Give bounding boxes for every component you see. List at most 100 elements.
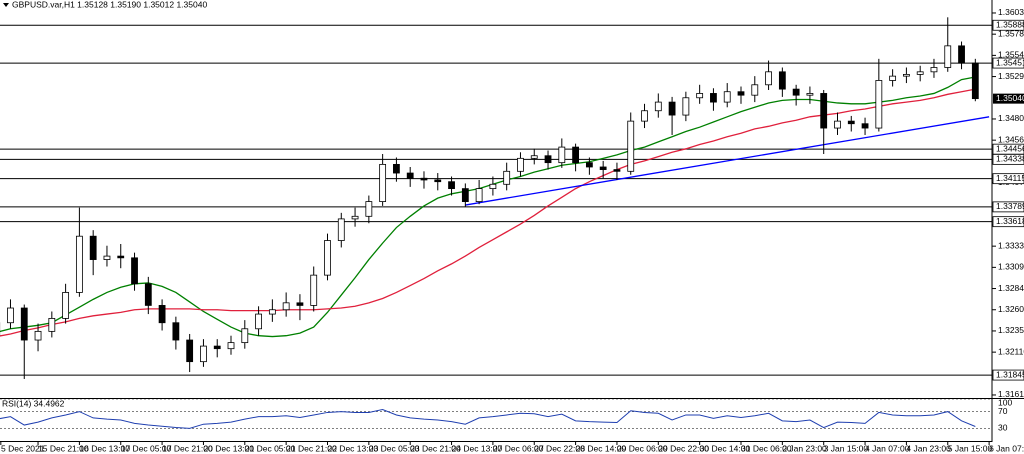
candle-body <box>475 188 483 202</box>
x-tick-label: 21 Dec 21:00 <box>286 443 337 453</box>
level-label: 1.34338 <box>996 154 1024 164</box>
level-label: 1.33618 <box>996 216 1024 226</box>
candle-body <box>117 255 125 259</box>
y-tick-label: 1.34805 <box>998 113 1024 123</box>
y-tick-label: 1.34560 <box>998 134 1024 144</box>
candle-body <box>172 322 180 341</box>
candle-body <box>641 110 648 122</box>
rsi-line <box>0 408 976 429</box>
candle-body <box>213 345 221 350</box>
candle-body <box>434 179 442 183</box>
level-label: 1.33789 <box>996 201 1024 211</box>
x-tick-label: 17 Dec 05:00 <box>121 443 172 453</box>
x-tick-label: 24 Dec 13:00 <box>452 443 503 453</box>
level-label-box <box>992 201 1024 213</box>
y-tick-label: 1.35295 <box>998 71 1024 81</box>
candle-body <box>282 302 290 311</box>
y-tick-label: 1.33335 <box>998 240 1024 250</box>
candle-body <box>765 71 772 86</box>
candle-body <box>834 120 841 129</box>
candle-body <box>613 169 621 172</box>
candle-body <box>186 339 194 363</box>
candle-body <box>62 292 70 319</box>
y-tick-label: 1.32845 <box>998 283 1024 293</box>
x-tick-label: 30 Dec 14:00 <box>700 443 751 453</box>
level-label: 1.34456 <box>996 143 1024 153</box>
rsi-tick-label: 100 <box>998 397 1012 407</box>
x-tick-label: 4 Jan 07:00 <box>865 443 910 453</box>
candle-body <box>489 183 497 190</box>
x-tick-label: 15 Dec 21:00 <box>38 443 89 453</box>
candle-body <box>200 345 207 363</box>
x-tick-label: 22 Dec 13:00 <box>327 443 378 453</box>
candle-body <box>710 93 717 103</box>
candle-body <box>448 181 455 190</box>
candle-body <box>144 283 152 306</box>
x-tick-label: 6 Jan 07:00 <box>989 443 1024 453</box>
candle-body <box>847 120 855 125</box>
x-tick-label: 3 Jan 15:00 <box>824 443 869 453</box>
candle-body <box>351 215 359 220</box>
candle-body <box>34 330 42 341</box>
candle-body <box>7 307 14 324</box>
candle-body <box>517 157 524 172</box>
candle-body <box>944 45 952 68</box>
candle-body <box>654 101 662 112</box>
trendline <box>465 116 990 206</box>
y-tick-label: 1.32355 <box>998 325 1024 335</box>
last-price-label: 1.35040 <box>996 93 1024 103</box>
moving-average <box>0 76 976 338</box>
candle-body <box>930 67 938 73</box>
x-tick-label: 29 Dec 22:00 <box>658 443 709 453</box>
candle-body <box>379 163 387 202</box>
candle-body <box>337 218 345 241</box>
candle-body <box>916 71 924 75</box>
x-tick-label: 4 Jan 23:00 <box>906 443 951 453</box>
level-label-box <box>992 153 1024 165</box>
price-panel <box>0 17 992 379</box>
candle-body <box>530 155 538 159</box>
candle-body <box>792 88 800 96</box>
y-tick-label: 1.32600 <box>998 304 1024 314</box>
candle-body <box>268 309 276 315</box>
candle-body <box>971 62 979 100</box>
candle-body <box>903 74 910 77</box>
y-tick-label: 1.32110 <box>998 346 1024 356</box>
y-tick-label: 1.35540 <box>998 50 1024 60</box>
candle-body <box>778 71 786 90</box>
candle-body <box>75 235 83 293</box>
candle-body <box>310 274 318 306</box>
candle-body <box>131 257 138 285</box>
candle-body <box>585 162 593 168</box>
candle-body <box>324 240 331 276</box>
candle-body <box>20 307 28 341</box>
x-tick-label: 27 Dec 22:00 <box>534 443 585 453</box>
x-tick-label: 23 Dec 21:00 <box>410 443 461 453</box>
candle-body <box>406 172 414 179</box>
candle-body <box>365 201 373 217</box>
candle-body <box>393 163 400 174</box>
x-tick-label: 5 Dec 2021 <box>1 443 45 453</box>
level-label: 1.31845 <box>996 369 1024 379</box>
last-price-box <box>993 93 1024 104</box>
x-tick-label: 31 Dec 06:00 <box>741 443 792 453</box>
rsi-panel <box>0 399 992 429</box>
level-label-box <box>992 19 1024 31</box>
x-tick-label: 5 Jan 15:00 <box>948 443 993 453</box>
candle-body <box>103 255 111 260</box>
level-label: 1.34115 <box>996 173 1024 183</box>
candle-body <box>158 305 166 324</box>
candle-body <box>958 45 965 64</box>
candle-body <box>737 91 745 96</box>
x-tick-label: 27 Dec 06:00 <box>493 443 544 453</box>
y-tick-label: 1.33090 <box>998 262 1024 272</box>
candle-body <box>875 80 883 129</box>
candle-body <box>599 166 607 170</box>
y-tick-label: 1.35785 <box>998 28 1024 38</box>
x-tick-label: 23 Dec 05:00 <box>369 443 420 453</box>
x-tick-label: 17 Dec 21:00 <box>162 443 213 453</box>
candle-body <box>668 101 676 116</box>
x-tick-label: 21 Dec 05:00 <box>245 443 296 453</box>
